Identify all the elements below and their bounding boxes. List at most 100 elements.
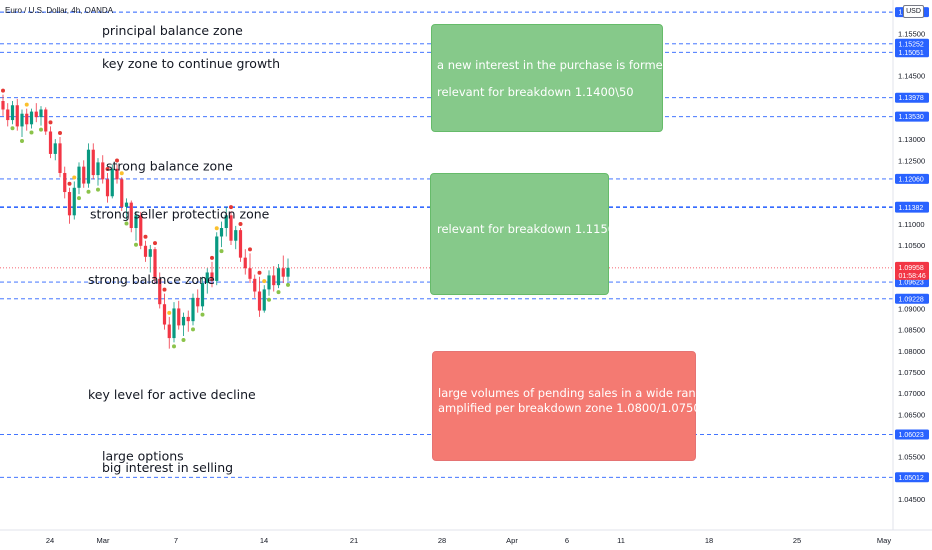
candle-body — [105, 179, 110, 197]
candle-body — [139, 215, 143, 246]
candle-body — [39, 109, 43, 118]
indicator-dot-sell — [229, 205, 233, 210]
candle-body — [148, 249, 152, 257]
candle-body — [86, 149, 91, 184]
chart-title: Euro / U.S. Dollar, 4h, OANDA — [5, 6, 114, 15]
annotation-label: strong seller protection zone — [90, 206, 270, 221]
indicator-dot-sell — [257, 270, 262, 275]
indicator-dot-sell — [67, 181, 72, 186]
candle-body — [58, 143, 62, 173]
annotation-label: big interest in selling — [102, 460, 233, 475]
price-tick-label: 1.08000 — [898, 347, 925, 356]
candle-body — [234, 230, 238, 241]
candle-body — [20, 113, 24, 127]
candle-body — [53, 143, 57, 154]
indicator-dot-buy — [20, 139, 24, 143]
price-tick-label: 1.04500 — [898, 495, 925, 504]
indicator-dot-buy — [134, 242, 138, 247]
candle-body — [167, 324, 171, 339]
time-tick-label: Apr — [506, 536, 518, 545]
time-tick-label: 6 — [565, 536, 569, 545]
callout-line: amplified per breakdown zone 1.0800/1.07… — [438, 401, 701, 415]
indicator-dot-sell — [58, 131, 62, 135]
price-tick-label: 1.07000 — [898, 389, 925, 398]
indicator-dot-sell — [162, 287, 167, 292]
callout-breakdown-1150: relevant for breakdown 1.1150 — [430, 173, 615, 295]
candle-body — [10, 105, 15, 121]
price-level-tag-text: 1.09623 — [899, 280, 924, 287]
candle-body — [25, 113, 29, 125]
candle-body — [6, 109, 10, 121]
callout-pending-sales: large volumes of pending sales in a wide… — [432, 351, 710, 461]
price-tick-label: 1.10500 — [898, 241, 925, 250]
candle-body — [1, 101, 5, 110]
indicator-dots — [1, 88, 290, 349]
price-tick-label: 1.11000 — [898, 220, 925, 229]
candle-body — [210, 272, 214, 281]
indicator-dot-neutral — [214, 226, 219, 231]
price-tick-label: 1.05500 — [898, 453, 925, 462]
time-tick-label: 21 — [350, 536, 358, 545]
price-level-tag-text: 1.05012 — [899, 475, 924, 482]
price-level-tag — [895, 202, 929, 213]
price-level-tag — [895, 429, 929, 440]
candle-body — [110, 168, 114, 197]
time-axis[interactable]: 24 Mar 7 14 21 28 Apr 6 11 18 25 May — [46, 536, 892, 545]
chart-annotations: principal balance zone key zone to contin… — [88, 23, 280, 475]
candlestick-series — [1, 94, 290, 349]
candle-body — [153, 249, 157, 279]
candle-body — [276, 268, 281, 286]
candle-body — [129, 202, 133, 229]
indicator-dot-neutral — [167, 310, 172, 315]
indicator-dot-buy — [191, 327, 195, 332]
candle-body — [205, 272, 209, 284]
candle-body — [262, 289, 266, 311]
candle-body — [63, 172, 67, 193]
price-axis[interactable]: 1.15500 1.14500 1.13000 1.12500 1.11000 1.105… — [898, 29, 925, 504]
annotation-label: strong balance zone — [88, 272, 215, 287]
indicator-dot-sell — [1, 88, 5, 93]
candle-body — [115, 168, 119, 180]
candle-body — [48, 131, 53, 154]
candle-body — [196, 297, 200, 307]
price-level-tag-text: 1.15051 — [899, 50, 924, 57]
candle-body — [120, 179, 124, 207]
candle-body — [162, 304, 167, 325]
time-tick-label: 11 — [617, 536, 625, 545]
price-tick-label: 1.08500 — [898, 326, 925, 335]
candle-body — [143, 245, 148, 257]
indicator-dot-buy — [10, 126, 15, 131]
candle-body — [267, 275, 271, 290]
candle-body — [29, 111, 34, 125]
annotation-label: large options — [102, 449, 184, 464]
candle-body — [91, 149, 95, 176]
candle-body — [281, 268, 285, 277]
price-tick-label: 1.13000 — [898, 135, 925, 144]
indicator-dot-buy — [181, 337, 186, 342]
candle-body — [67, 192, 72, 216]
candle-body — [219, 228, 224, 237]
price-tick-label: 1.06500 — [898, 410, 925, 419]
price-level-tag-text: 1.15252 — [899, 41, 924, 48]
candle-body — [181, 316, 186, 326]
candle-body — [177, 308, 181, 326]
candle-body — [286, 267, 290, 277]
indicator-dot-buy — [219, 249, 224, 254]
indicator-dot-buy — [77, 196, 81, 201]
price-level-tag — [895, 38, 929, 49]
candle-body — [172, 308, 176, 339]
price-level-tag — [895, 293, 929, 304]
indicator-dot-buy — [39, 127, 43, 132]
price-level-tag-text: 1.09228 — [899, 296, 924, 303]
price-level-tag — [895, 472, 929, 483]
indicator-dot-buy — [29, 130, 34, 135]
candle-body — [96, 162, 100, 176]
candle-body — [72, 187, 76, 216]
indicator-dot-sell — [105, 166, 110, 171]
price-tick-label: 1.14500 — [898, 72, 925, 81]
callout-line: relevant for breakdown 1.1400\50 — [437, 85, 634, 99]
candle-body — [272, 275, 276, 286]
currency-button[interactable]: USD — [903, 5, 924, 18]
